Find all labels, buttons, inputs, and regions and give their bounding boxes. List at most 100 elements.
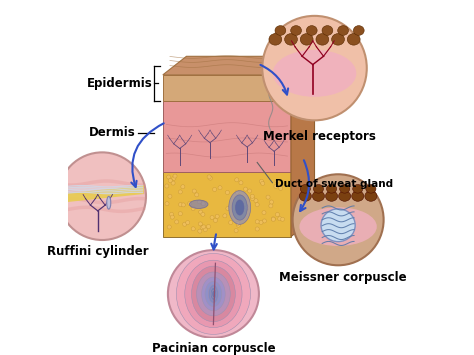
Ellipse shape <box>205 281 222 307</box>
Ellipse shape <box>326 191 337 201</box>
Ellipse shape <box>251 197 255 201</box>
Ellipse shape <box>353 185 363 193</box>
Ellipse shape <box>191 227 195 231</box>
Text: Dermis: Dermis <box>89 126 136 139</box>
Ellipse shape <box>178 212 182 216</box>
Ellipse shape <box>167 175 171 179</box>
Ellipse shape <box>185 260 242 328</box>
Ellipse shape <box>316 34 329 45</box>
Ellipse shape <box>235 178 239 182</box>
Polygon shape <box>61 185 144 203</box>
Ellipse shape <box>203 228 207 231</box>
Ellipse shape <box>182 222 187 226</box>
Ellipse shape <box>365 191 377 201</box>
Ellipse shape <box>171 181 175 185</box>
Ellipse shape <box>234 229 238 233</box>
Ellipse shape <box>332 34 345 45</box>
Ellipse shape <box>352 191 364 201</box>
Ellipse shape <box>255 220 259 224</box>
Ellipse shape <box>191 266 235 322</box>
Text: Ruffini cylinder: Ruffini cylinder <box>47 245 149 258</box>
Ellipse shape <box>201 212 205 217</box>
Ellipse shape <box>168 179 172 182</box>
Ellipse shape <box>270 200 273 204</box>
Ellipse shape <box>366 185 376 193</box>
Ellipse shape <box>173 174 177 178</box>
Ellipse shape <box>266 195 270 199</box>
Ellipse shape <box>200 201 204 205</box>
Ellipse shape <box>244 187 247 191</box>
Ellipse shape <box>291 26 301 36</box>
Ellipse shape <box>275 26 286 36</box>
Ellipse shape <box>226 191 229 195</box>
Ellipse shape <box>275 179 279 184</box>
Ellipse shape <box>321 209 355 242</box>
Text: Merkel receptors: Merkel receptors <box>264 130 376 143</box>
Ellipse shape <box>165 202 169 206</box>
Ellipse shape <box>337 26 348 36</box>
Ellipse shape <box>259 220 263 224</box>
Ellipse shape <box>269 34 282 45</box>
Ellipse shape <box>201 277 225 311</box>
Ellipse shape <box>322 26 333 36</box>
Ellipse shape <box>271 217 275 222</box>
Ellipse shape <box>165 184 169 188</box>
Ellipse shape <box>190 200 208 208</box>
Ellipse shape <box>278 217 282 221</box>
Ellipse shape <box>107 196 111 209</box>
Ellipse shape <box>178 190 182 194</box>
Text: Pacinian corpuscle: Pacinian corpuscle <box>152 342 275 355</box>
Ellipse shape <box>191 207 195 211</box>
Ellipse shape <box>327 185 337 193</box>
Ellipse shape <box>236 200 244 215</box>
Ellipse shape <box>262 16 367 120</box>
Ellipse shape <box>237 223 240 227</box>
Ellipse shape <box>201 202 205 206</box>
Ellipse shape <box>255 227 259 231</box>
Ellipse shape <box>199 210 203 214</box>
Ellipse shape <box>232 195 247 220</box>
Ellipse shape <box>201 201 205 205</box>
Ellipse shape <box>58 152 146 240</box>
Ellipse shape <box>209 176 212 180</box>
Ellipse shape <box>250 194 255 198</box>
Ellipse shape <box>213 218 218 223</box>
Polygon shape <box>163 56 315 75</box>
Ellipse shape <box>262 211 266 215</box>
Ellipse shape <box>239 181 243 185</box>
Polygon shape <box>291 56 315 237</box>
Ellipse shape <box>207 224 210 229</box>
Ellipse shape <box>255 203 259 207</box>
Ellipse shape <box>192 189 196 193</box>
Ellipse shape <box>199 222 202 226</box>
Ellipse shape <box>339 185 350 193</box>
Ellipse shape <box>170 212 173 217</box>
Ellipse shape <box>174 220 179 224</box>
Ellipse shape <box>292 174 383 265</box>
Ellipse shape <box>181 203 185 207</box>
Ellipse shape <box>235 190 239 194</box>
Text: Meissner corpuscle: Meissner corpuscle <box>279 271 407 284</box>
Ellipse shape <box>301 34 313 45</box>
Ellipse shape <box>209 285 219 303</box>
Ellipse shape <box>347 34 360 45</box>
Ellipse shape <box>299 191 311 201</box>
Ellipse shape <box>197 200 201 204</box>
Ellipse shape <box>261 181 265 185</box>
Ellipse shape <box>278 184 282 189</box>
Ellipse shape <box>168 194 172 198</box>
Ellipse shape <box>202 225 206 229</box>
Ellipse shape <box>195 193 199 197</box>
Text: Duct of sweat gland: Duct of sweat gland <box>275 179 393 189</box>
Ellipse shape <box>269 204 273 208</box>
FancyBboxPatch shape <box>163 75 291 101</box>
Ellipse shape <box>223 214 227 218</box>
Ellipse shape <box>188 201 192 206</box>
Ellipse shape <box>245 206 249 210</box>
Ellipse shape <box>271 217 275 221</box>
Ellipse shape <box>274 184 278 189</box>
Ellipse shape <box>218 186 222 190</box>
Ellipse shape <box>263 219 266 223</box>
Ellipse shape <box>247 189 252 193</box>
Ellipse shape <box>210 288 217 300</box>
